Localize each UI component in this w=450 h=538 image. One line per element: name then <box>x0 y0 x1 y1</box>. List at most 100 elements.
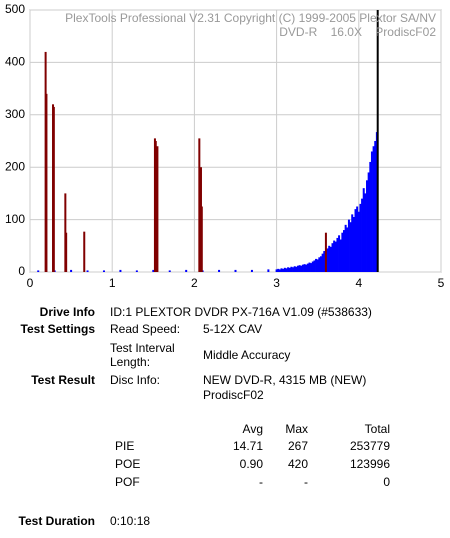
bar <box>250 269 253 272</box>
x-tick-label: 3 <box>273 276 280 290</box>
bar <box>278 269 281 272</box>
bar <box>280 268 283 272</box>
bar <box>362 188 365 272</box>
y-tick-label: 200 <box>5 159 25 173</box>
bar <box>70 269 73 272</box>
bar <box>156 146 159 272</box>
table-cell: 253779 <box>350 439 390 453</box>
bar <box>267 269 270 272</box>
bar <box>374 141 377 272</box>
bar <box>359 203 362 272</box>
value: 5-12X CAV <box>203 322 262 336</box>
bar <box>376 10 379 272</box>
bar <box>372 146 375 272</box>
bar <box>347 219 350 272</box>
bar <box>336 237 339 272</box>
bar <box>218 269 221 272</box>
bar <box>282 268 285 272</box>
value: NEW DVD-R, 4315 MB (NEW) <box>203 373 366 387</box>
bar <box>52 106 55 272</box>
table-header: Total <box>365 422 390 436</box>
y-tick-label: 500 <box>5 2 25 16</box>
bar <box>198 138 201 272</box>
bar <box>275 269 278 272</box>
bar <box>277 268 280 272</box>
bar <box>318 257 321 272</box>
table-cell: 14.71 <box>233 439 263 453</box>
x-tick-label: 1 <box>109 276 116 290</box>
label: Read Speed: <box>110 322 180 336</box>
bar <box>329 246 332 272</box>
bar <box>305 264 308 272</box>
label: Test Settings <box>21 322 96 336</box>
label: Drive Info <box>40 305 95 319</box>
x-tick-label: 4 <box>355 276 362 290</box>
bar <box>310 263 313 272</box>
table-cell: 267 <box>288 439 308 453</box>
bar <box>311 261 314 272</box>
bar <box>313 260 316 272</box>
label: Disc Info: <box>110 373 160 387</box>
bar <box>152 269 155 272</box>
bar <box>326 248 329 272</box>
bar <box>315 258 318 272</box>
table-cell: POF <box>115 475 140 489</box>
bar <box>45 93 48 272</box>
bar <box>338 235 341 272</box>
bar <box>333 240 336 272</box>
bar <box>344 224 347 272</box>
bar <box>292 267 295 272</box>
bar <box>354 209 357 272</box>
bar <box>339 239 342 272</box>
bar <box>349 222 352 272</box>
result-table: Avg Max Total PIE 14.71 267 253779 POE 0.90 420 12… <box>115 422 390 489</box>
bar <box>37 270 40 272</box>
plot: 0 100 200 300 400 500 0 1 2 3 4 5 <box>5 2 445 290</box>
chart-subtitle: DVD-R 16.0X ProdiscF02 <box>279 25 436 39</box>
bar <box>357 211 360 272</box>
bar <box>306 263 309 272</box>
bar <box>295 266 298 272</box>
bar <box>102 270 105 272</box>
y-tick-label: 100 <box>5 212 25 226</box>
x-tick-label: 2 <box>191 276 198 290</box>
bar <box>287 267 290 272</box>
bar <box>185 269 188 272</box>
table-cell: - <box>304 475 308 489</box>
table-cell: 123996 <box>350 457 390 471</box>
table-cell: 0 <box>383 475 390 489</box>
value: 0:10:18 <box>110 514 150 528</box>
bar <box>300 265 303 272</box>
bar <box>334 241 337 272</box>
x-tick-label: 5 <box>438 276 445 290</box>
table-cell: - <box>259 475 263 489</box>
bar <box>154 141 157 272</box>
table-cell: 420 <box>288 457 308 471</box>
bar <box>328 245 331 272</box>
bar <box>83 231 86 272</box>
bar <box>135 270 138 272</box>
x-tick-label: 0 <box>27 276 34 290</box>
y-tick-label: 400 <box>5 55 25 69</box>
bar <box>323 251 326 272</box>
bar <box>351 214 354 272</box>
bar <box>283 267 286 272</box>
bar <box>361 198 364 272</box>
value: Middle Accuracy <box>203 348 290 362</box>
table-header: Max <box>285 422 308 436</box>
label: Test Duration <box>19 514 95 528</box>
label: Length: <box>110 355 150 369</box>
bar <box>168 270 171 272</box>
value: ProdiscF02 <box>203 388 264 402</box>
bar <box>86 270 89 272</box>
bar <box>296 265 299 272</box>
bar <box>316 259 319 272</box>
bar <box>290 266 293 272</box>
bar <box>200 206 203 272</box>
bar <box>341 232 344 272</box>
table-cell: PIE <box>115 439 134 453</box>
y-tick-label: 300 <box>5 107 25 121</box>
bar <box>321 253 324 272</box>
bar <box>301 264 304 272</box>
